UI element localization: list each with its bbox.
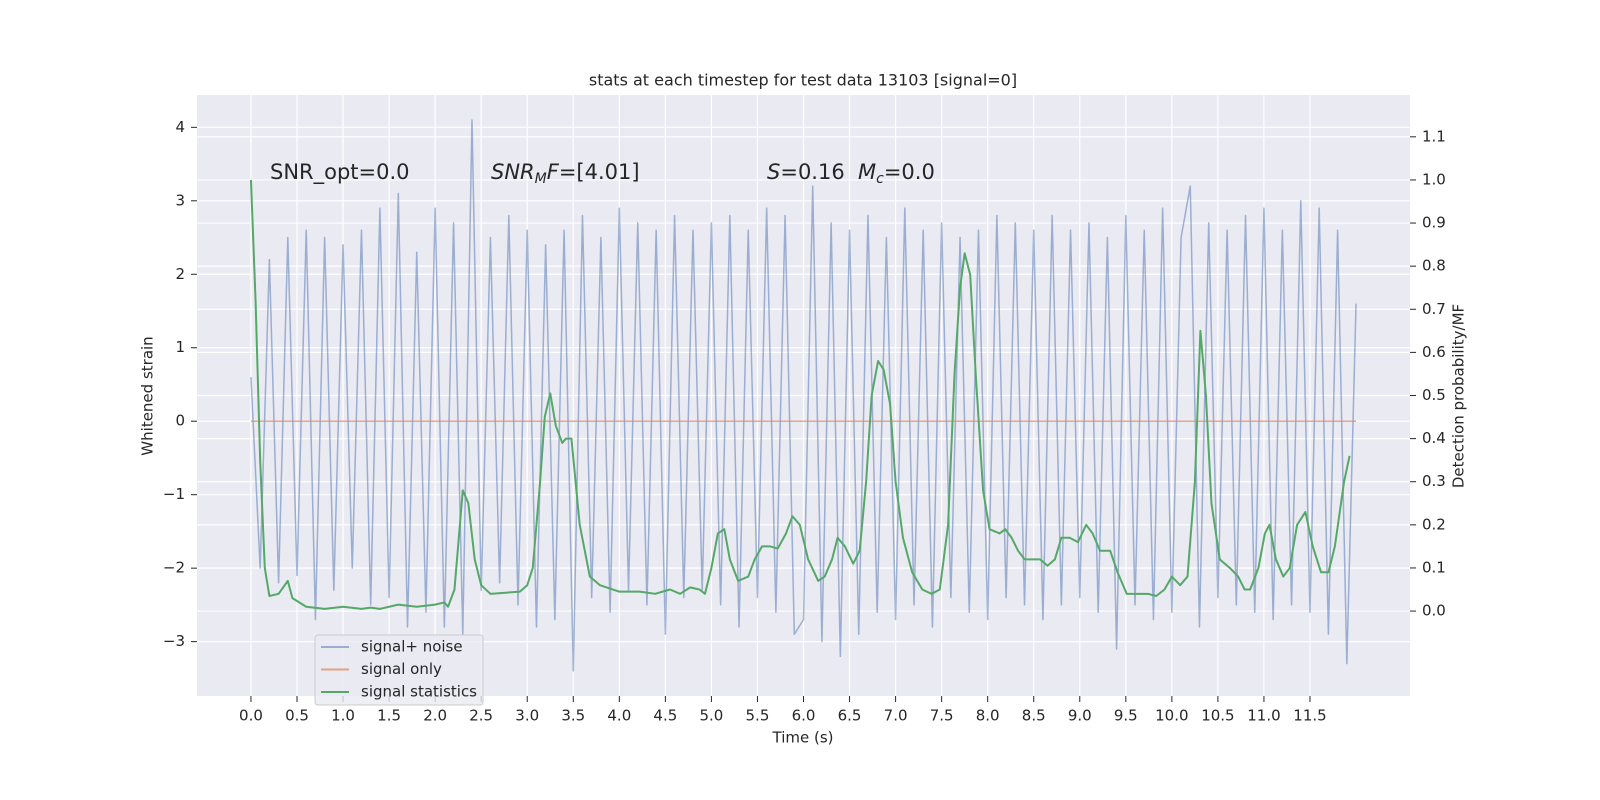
annotation-part: M	[858, 160, 876, 184]
annotation: S=0.16	[767, 160, 845, 184]
x-tick-label: 9.0	[1068, 707, 1092, 725]
y-tick-label: −1	[163, 485, 185, 503]
x-tick-label: 9.5	[1114, 707, 1138, 725]
chart-title: stats at each timestep for test data 131…	[589, 71, 1017, 90]
y2-tick-label: 0.2	[1422, 515, 1446, 533]
x-tick-label: 4.0	[607, 707, 631, 725]
y2-tick-label: 1.1	[1422, 127, 1446, 145]
y-tick-label: 2	[175, 265, 185, 283]
legend-label: signal only	[361, 660, 442, 678]
x-tick-label: 7.5	[930, 707, 954, 725]
x-tick-label: 8.0	[976, 707, 1000, 725]
y-tick-label: 1	[175, 338, 185, 356]
series-line	[250, 119, 1357, 672]
y-tick-label: 3	[175, 191, 185, 209]
y2-tick-label: 0.8	[1422, 257, 1446, 275]
legend-box	[314, 634, 484, 706]
annotation: SNR_opt=0.0	[270, 160, 410, 185]
x-tick-label: 0.5	[285, 707, 309, 725]
x-tick-label: 10.0	[1155, 707, 1188, 725]
x-tick-label: 0.0	[239, 707, 263, 725]
x-tick-label: 11.0	[1247, 707, 1280, 725]
y-axis-label: Whitened strain	[139, 336, 157, 455]
annotation-part: M	[535, 171, 547, 187]
x-tick-label: 5.5	[746, 707, 770, 725]
annotation: SNRMF=[4.01]	[491, 160, 640, 187]
y2-tick-label: 0.0	[1422, 602, 1446, 620]
series-line	[249, 179, 1351, 610]
y2-tick-label: 0.1	[1422, 558, 1446, 576]
annotation-part: c	[876, 171, 884, 187]
y-tick-label: −2	[163, 559, 185, 577]
annotation-part: SNR_opt=0.0	[270, 160, 410, 185]
y2-tick-label: 0.4	[1422, 429, 1446, 447]
y2-tick-label: 1.0	[1422, 170, 1446, 188]
x-tick-label: 2.5	[469, 707, 493, 725]
x-tick-label: 3.0	[515, 707, 539, 725]
y-tick-label: 0	[175, 412, 185, 430]
x-tick-label: 10.5	[1201, 707, 1234, 725]
annotation: Mc=0.0	[858, 160, 935, 187]
annotation-part: SNR	[491, 160, 535, 184]
y2-tick-label: 0.6	[1422, 343, 1446, 361]
y-tick-label: −3	[163, 632, 185, 650]
y2-tick-label: 0.5	[1422, 386, 1446, 404]
legend-label: signal+ noise	[361, 638, 463, 656]
x-tick-label: 1.0	[331, 707, 355, 725]
x-tick-label: 4.5	[653, 707, 677, 725]
x-tick-label: 5.0	[699, 707, 723, 725]
annotation-part: =0.16	[780, 160, 844, 184]
annotation-part: F	[547, 160, 560, 184]
y2-tick-label: 0.3	[1422, 472, 1446, 490]
annotation-part: =0.0	[884, 160, 935, 184]
y2-axis-label: Detection probability/MF	[1450, 304, 1468, 488]
annotation-part: =[4.01]	[559, 160, 640, 184]
x-tick-label: 2.0	[423, 707, 447, 725]
legend-label: signal statistics	[361, 683, 477, 701]
y2-tick-label: 0.9	[1422, 214, 1446, 232]
x-tick-label: 1.5	[377, 707, 401, 725]
x-tick-label: 6.5	[838, 707, 862, 725]
x-tick-label: 3.5	[561, 707, 585, 725]
x-tick-label: 6.0	[792, 707, 816, 725]
x-tick-label: 11.5	[1293, 707, 1326, 725]
y2-tick-label: 0.7	[1422, 300, 1446, 318]
annotation-part: S	[767, 160, 780, 184]
x-tick-label: 8.5	[1022, 707, 1046, 725]
x-tick-label: 7.0	[884, 707, 908, 725]
x-axis-label: Time (s)	[772, 729, 834, 747]
y-tick-label: 4	[175, 118, 185, 136]
